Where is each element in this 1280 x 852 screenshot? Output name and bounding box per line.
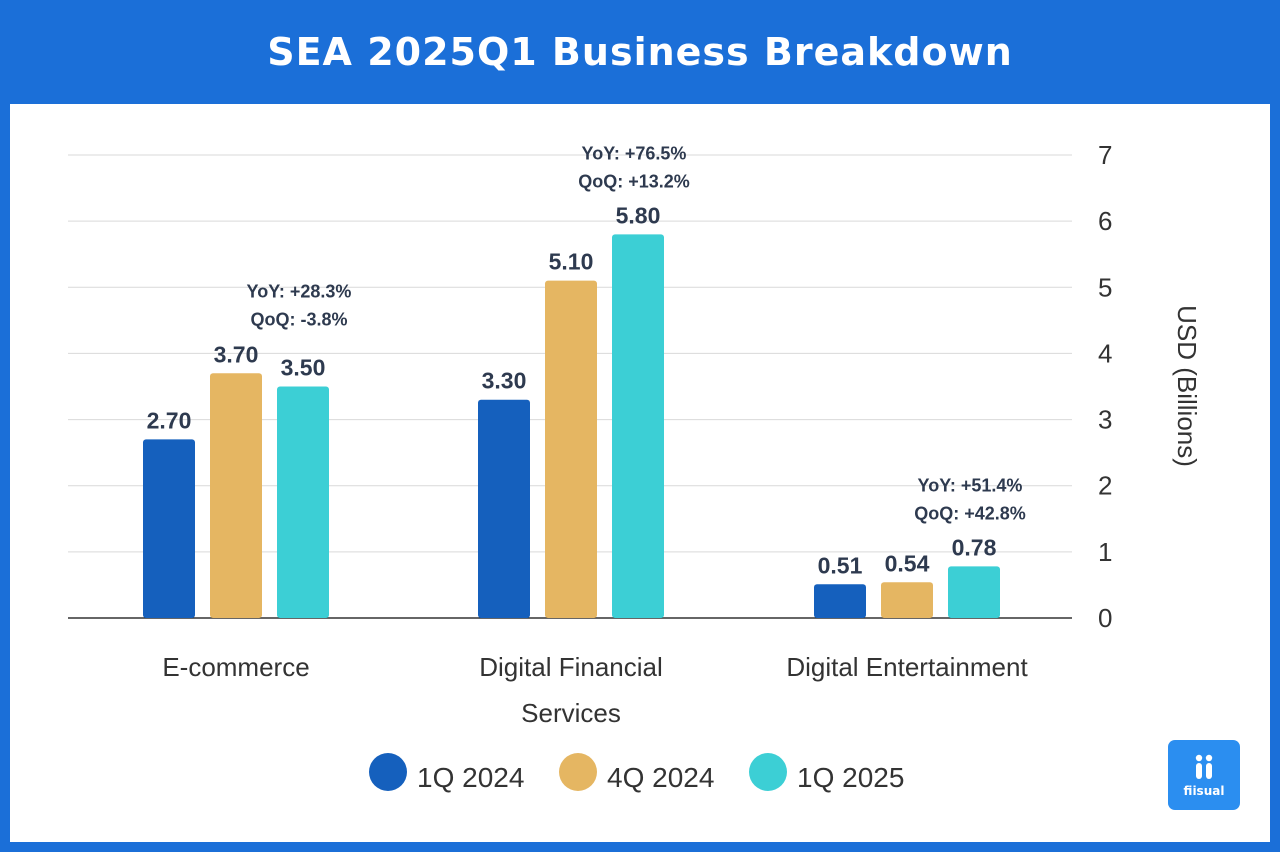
legend-swatch	[559, 753, 597, 791]
bar	[210, 373, 262, 618]
data-label: 5.10	[549, 249, 594, 275]
data-label: 0.51	[818, 552, 863, 578]
data-label: 0.78	[952, 534, 997, 560]
y-tick-label: 2	[1098, 471, 1112, 501]
brand-logo-icon	[1195, 754, 1213, 779]
x-tick-label: Services	[521, 698, 621, 728]
annotation-text: YoY: +51.4%	[918, 475, 1023, 495]
x-tick-label: Digital Financial	[479, 652, 663, 682]
bar	[277, 386, 329, 618]
annotation-text: QoQ: +13.2%	[578, 171, 690, 191]
brand-logo-text: fiisual	[1183, 783, 1225, 798]
legend-label: 1Q 2024	[417, 762, 524, 793]
annotation-text: YoY: +28.3%	[247, 281, 352, 301]
data-label: 0.54	[885, 550, 930, 576]
y-tick-label: 3	[1098, 405, 1112, 435]
data-label: 3.70	[214, 341, 259, 367]
bar	[612, 234, 664, 618]
data-label: 3.30	[482, 368, 527, 394]
legend-label: 4Q 2024	[607, 762, 714, 793]
y-axis-title: USD (Billions)	[1172, 305, 1202, 467]
bar	[881, 582, 933, 618]
bar	[814, 584, 866, 618]
y-tick-label: 6	[1098, 206, 1112, 236]
y-tick-label: 1	[1098, 537, 1112, 567]
data-label: 2.70	[147, 407, 192, 433]
y-tick-label: 7	[1098, 140, 1112, 170]
chart-title: SEA 2025Q1 Business Breakdown	[267, 30, 1013, 74]
x-tick-label: E-commerce	[162, 652, 309, 682]
y-tick-label: 0	[1098, 603, 1112, 633]
data-label: 5.80	[616, 202, 661, 228]
y-tick-label: 4	[1098, 338, 1112, 368]
annotation-text: QoQ: +42.8%	[914, 503, 1026, 523]
annotation-text: YoY: +76.5%	[582, 143, 687, 163]
brand-logo: fiisual	[1168, 740, 1240, 810]
legend-label: 1Q 2025	[797, 762, 904, 793]
annotation-text: QoQ: -3.8%	[250, 309, 347, 329]
bar	[545, 280, 597, 618]
bar	[143, 439, 195, 618]
legend-swatch	[369, 753, 407, 791]
bar	[948, 566, 1000, 618]
data-label: 3.50	[281, 355, 326, 381]
legend-swatch	[749, 753, 787, 791]
y-tick-label: 5	[1098, 272, 1112, 302]
x-tick-label: Digital Entertainment	[786, 652, 1028, 682]
bar	[478, 399, 530, 618]
